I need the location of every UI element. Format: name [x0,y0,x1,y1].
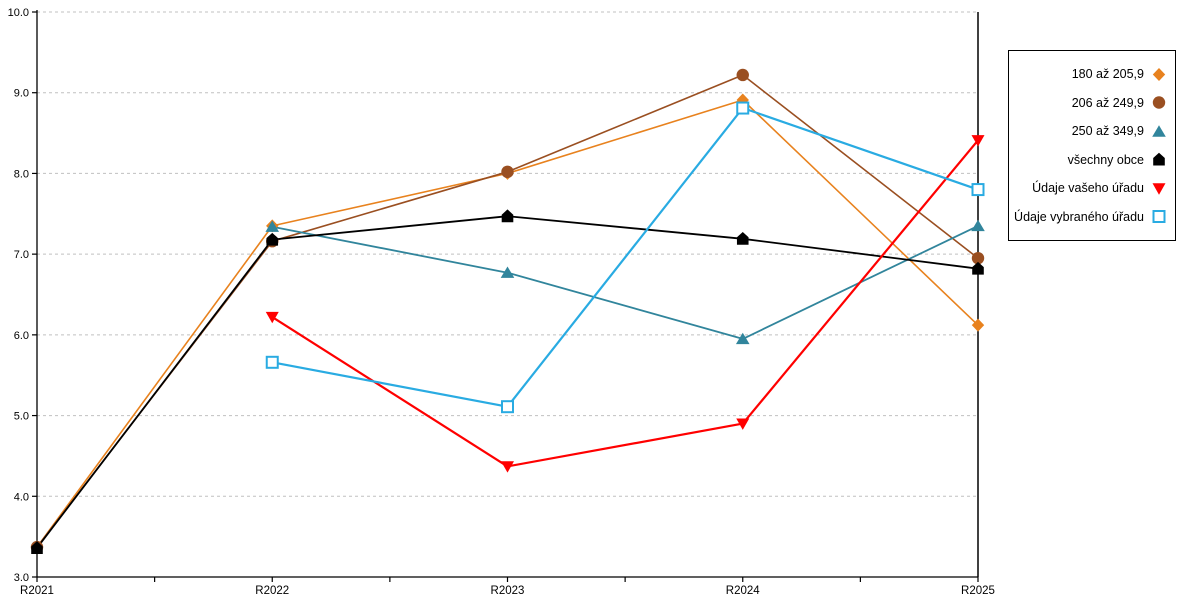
legend-label: 250 až 349,9 [1071,124,1144,139]
legend-item-vsechny-obce: všechny obce [1013,146,1167,175]
legend-label: 206 až 249,9 [1071,95,1144,110]
svg-text:4.0: 4.0 [14,491,29,503]
legend-item-250-349: 250 až 349,9 [1013,117,1167,146]
legend-item-206-249: 206 až 249,9 [1013,89,1167,118]
diamond-icon [1152,67,1166,81]
triangle-down-icon [1152,183,1166,195]
svg-text:3.0: 3.0 [14,572,29,584]
legend-label: Údaje vybraného úřadu [1014,209,1144,224]
svg-text:R2023: R2023 [491,585,525,597]
x-axis-ticks: R2021 R2022 R2023 R2024 R2025 [20,577,995,597]
svg-text:6.0: 6.0 [14,330,29,342]
svg-text:R2025: R2025 [961,585,995,597]
legend-label: 180 až 205,9 [1071,67,1144,82]
svg-text:R2024: R2024 [726,585,760,597]
svg-text:7.0: 7.0 [14,249,29,261]
square-open-icon [1152,210,1166,224]
legend-item-vaseho-uradu: Údaje vašeho úřadu [1013,174,1167,203]
legend-label: všechny obce [1067,152,1144,167]
svg-text:8.0: 8.0 [14,168,29,180]
gridlines [37,11,978,497]
svg-text:9.0: 9.0 [14,88,29,100]
legend-item-180-205: 180 až 205,9 [1013,60,1167,89]
svg-text:10.0: 10.0 [8,7,29,19]
legend-item-vybraneho-uradu: Údaje vybraného úřadu [1013,203,1167,232]
chart-legend: 180 až 205,9 206 až 249,9 250 až 349,9 v… [1008,50,1176,241]
svg-text:R2021: R2021 [20,585,54,597]
svg-text:5.0: 5.0 [14,411,29,423]
legend-label: Údaje vašeho úřadu [1032,181,1144,196]
house-icon [1153,152,1165,166]
series-markers [30,68,985,554]
svg-text:R2022: R2022 [255,585,289,597]
circle-icon [1152,96,1166,109]
series-lines [36,74,979,549]
triangle-up-icon [1152,125,1166,137]
y-axis-ticks: 10.0 9.0 8.0 7.0 6.0 5.0 4.0 3.0 [8,7,37,584]
